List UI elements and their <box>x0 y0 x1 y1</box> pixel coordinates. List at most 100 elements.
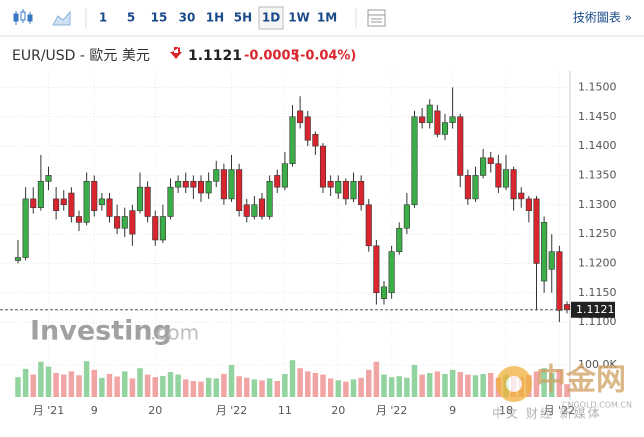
volume-bar <box>320 374 326 397</box>
volume-bar <box>556 369 563 397</box>
volume-bar <box>91 369 97 397</box>
candle-body <box>190 180 197 188</box>
volume-bar <box>312 373 319 397</box>
volume-bar <box>106 373 113 397</box>
change-pct: (-0.04%) <box>294 49 356 64</box>
interval-button[interactable]: 30 <box>179 11 196 25</box>
candle-body <box>411 116 418 206</box>
candle-body <box>60 198 67 206</box>
volume-bar <box>381 374 387 397</box>
y-tick-label: 1.1100 <box>578 315 617 328</box>
volume-bar <box>457 372 463 397</box>
volume-bar <box>289 360 296 397</box>
volume-bar <box>144 374 151 397</box>
volume-bar <box>183 379 189 397</box>
volume-bar <box>167 372 174 397</box>
candle-body <box>289 116 296 164</box>
volume-bar <box>358 377 364 397</box>
interval-button[interactable]: 1M <box>317 11 337 25</box>
volume-bar <box>205 377 212 397</box>
toolbar: 1 5 15 30 1H 5H 1D 1W 1M 技術圖表 » <box>0 6 644 37</box>
candle-body <box>297 110 304 123</box>
y-tick-label: 1.1400 <box>578 139 617 152</box>
volume-bar <box>541 368 547 397</box>
candle-body <box>236 169 243 211</box>
interval-button[interactable]: 1 <box>99 11 107 25</box>
candle-body <box>548 251 555 270</box>
volume-bar <box>434 371 441 397</box>
candle-body <box>251 204 258 217</box>
last-price-tag <box>571 301 615 318</box>
candle-body <box>480 157 487 176</box>
volume-bar <box>472 375 479 397</box>
candle-body <box>121 216 128 229</box>
interval-button[interactable]: 1W <box>288 11 310 25</box>
volume-bar <box>213 378 219 397</box>
volume-bar <box>343 381 349 397</box>
x-tick-label: 11 <box>278 404 292 417</box>
candle-body <box>518 192 525 200</box>
candle-body <box>106 198 113 217</box>
candle-body <box>457 116 464 176</box>
volume-bar <box>488 373 494 397</box>
candle-body <box>175 180 182 188</box>
x-tick-label: 月 '21 <box>33 404 65 417</box>
candle-body <box>274 175 281 188</box>
candle-body <box>472 175 479 200</box>
last-price: 1.1121 <box>188 48 242 64</box>
candle-body <box>510 169 517 200</box>
watermark-domain: .com <box>150 321 199 345</box>
candle-body <box>152 216 159 241</box>
y-tick-label: 1.1500 <box>578 80 617 93</box>
candle-body <box>243 204 250 217</box>
candle-body <box>358 180 365 206</box>
candle-body <box>533 198 540 264</box>
interval-button[interactable]: 5H <box>234 11 252 25</box>
candle-body <box>220 169 227 200</box>
candle-body <box>258 198 266 217</box>
volume-bar <box>190 381 197 397</box>
grid-icon[interactable] <box>367 9 386 27</box>
x-tick-label: 9 <box>91 404 98 417</box>
candle-body <box>45 175 52 182</box>
change: -0.0005 <box>244 49 300 64</box>
candle-body <box>419 116 426 123</box>
candle-icon[interactable] <box>13 9 33 25</box>
technical-link[interactable]: 技術圖表 » <box>573 11 632 25</box>
y-tick-label: 1.1200 <box>578 256 617 269</box>
candle-body <box>350 180 357 200</box>
volume-bar <box>282 373 288 397</box>
candle-body <box>91 180 98 211</box>
candle-body <box>144 186 151 217</box>
candle-body <box>228 169 235 200</box>
volume-bar <box>114 376 120 397</box>
interval-button[interactable]: 5 <box>127 11 135 25</box>
candle-body <box>14 257 22 261</box>
candle-body <box>563 304 571 311</box>
x-tick-label: 月 '22 <box>216 404 248 417</box>
candle-body <box>37 180 44 208</box>
candle-body <box>167 186 174 217</box>
y-tick-label: 1.1150 <box>578 286 617 299</box>
interval-button[interactable]: 1H <box>206 11 224 25</box>
volume-bar <box>221 373 227 397</box>
y-tick-label: 1.1450 <box>578 110 617 123</box>
cngold-slogan: 中文 财经 新媒体 <box>492 406 602 421</box>
candle-body <box>525 198 532 211</box>
volume-bar <box>442 373 448 397</box>
volume-bar <box>427 373 433 397</box>
candle-body <box>495 163 502 188</box>
interval-button[interactable]: 1D <box>262 11 280 25</box>
volume-bar <box>373 361 380 397</box>
volume-bar <box>251 379 258 397</box>
volume-bar <box>122 371 128 397</box>
area-icon[interactable] <box>52 10 71 26</box>
interval-button[interactable]: 15 <box>151 11 168 25</box>
candle-body <box>75 216 83 223</box>
candle-body <box>114 216 121 229</box>
volume-bar <box>274 381 280 397</box>
candle-body <box>403 204 410 229</box>
candle-body <box>304 116 311 141</box>
y-tick-label: 1.1300 <box>578 198 617 211</box>
candle-body <box>396 227 403 252</box>
